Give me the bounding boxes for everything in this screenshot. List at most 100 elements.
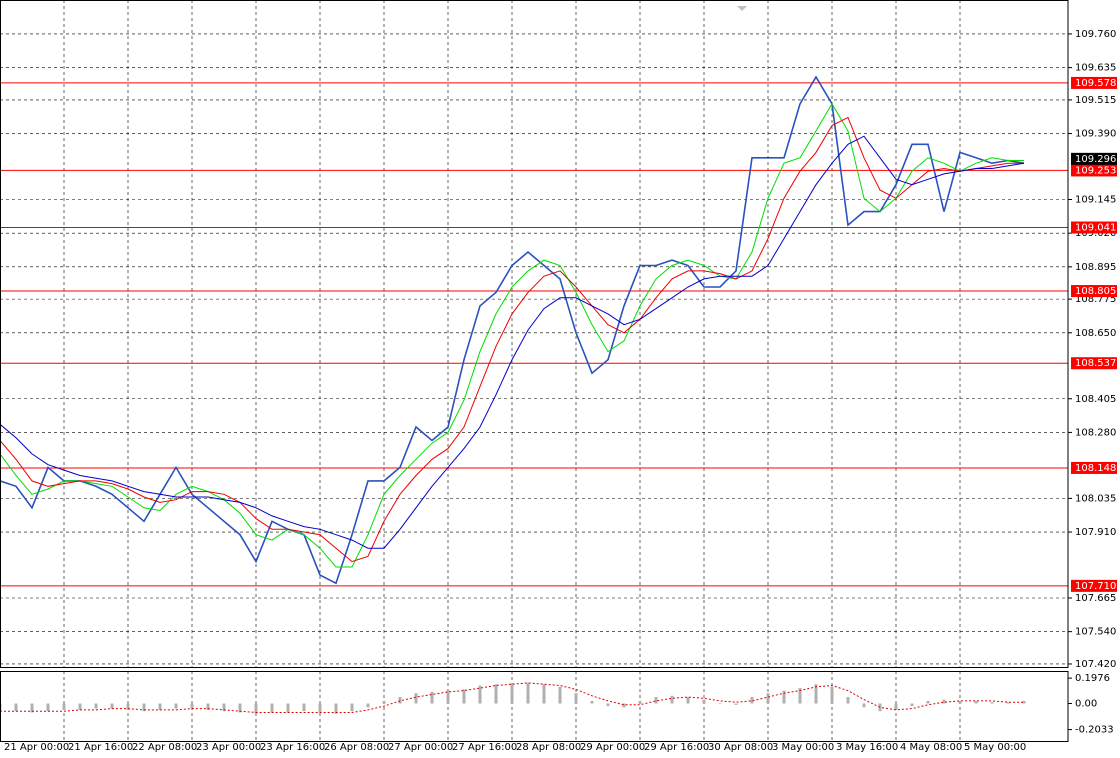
- histogram-bar: [446, 690, 450, 704]
- y-tick-label: 109.020: [1075, 228, 1116, 239]
- y-tick-label: 0.00: [1075, 698, 1097, 709]
- y-tick-label: 108.650: [1075, 328, 1116, 339]
- histogram-bar: [382, 700, 386, 704]
- histogram-bar: [862, 703, 866, 708]
- histogram-bar: [798, 688, 802, 704]
- price-line: [0, 75, 1025, 585]
- histogram-bar: [782, 690, 786, 704]
- level-box: [1071, 579, 1117, 592]
- moving-average: [0, 116, 1024, 563]
- histogram-bar: [958, 700, 962, 704]
- level-box: [1071, 76, 1117, 89]
- y-tick-label: 108.280: [1075, 427, 1116, 438]
- panel-frame: [0, 671, 1069, 742]
- y-tick-label: 108.405: [1075, 394, 1116, 405]
- x-tick-label: 21 Apr 00:00: [4, 742, 69, 753]
- histogram-bar: [606, 703, 610, 707]
- histogram-bar: [110, 703, 114, 709]
- x-tick-label: 3 May 00:00: [772, 742, 834, 753]
- moving-average: [0, 135, 1025, 549]
- histogram-bar: [814, 684, 818, 704]
- histogram-bar: [318, 703, 322, 713]
- level-box: [1071, 285, 1117, 298]
- level-label: 109.253: [1075, 165, 1116, 176]
- shift-marker: [737, 6, 747, 11]
- histogram-bar: [254, 703, 258, 714]
- histogram-bar: [286, 703, 290, 713]
- histogram-bar: [558, 686, 562, 704]
- histogram-bar: [510, 682, 514, 704]
- y-tick-label: 107.910: [1075, 527, 1116, 538]
- histogram-bar: [638, 700, 642, 704]
- histogram-bar: [766, 693, 770, 704]
- level-label: 108.537: [1075, 358, 1116, 369]
- y-tick-label: 108.775: [1075, 294, 1116, 305]
- x-tick-label: 26 Apr 08:00: [324, 742, 389, 753]
- histogram-bar: [590, 700, 594, 704]
- x-tick-label: 22 Apr 08:00: [132, 742, 197, 753]
- histogram-bar: [670, 695, 674, 704]
- y-tick-label: 107.665: [1075, 593, 1116, 604]
- histogram-bar: [574, 693, 578, 704]
- level-box: [1071, 461, 1117, 474]
- histogram-bar: [734, 703, 738, 705]
- histogram-bar: [174, 703, 178, 709]
- histogram-bar: [350, 703, 354, 712]
- histogram-bar: [894, 703, 898, 710]
- price-box: [1071, 152, 1117, 165]
- histogram-bar: [654, 697, 658, 704]
- histogram-bar: [462, 689, 466, 704]
- y-tick-label: 109.145: [1075, 195, 1116, 206]
- panel-frame: [0, 0, 1069, 668]
- histogram-bar: [334, 703, 338, 714]
- x-tick-label: 3 May 16:00: [836, 742, 898, 753]
- histogram-bar: [926, 700, 930, 704]
- level-label: 109.578: [1075, 78, 1116, 89]
- x-tick-label: 5 May 00:00: [964, 742, 1026, 753]
- histogram-bar: [830, 686, 834, 704]
- x-tick-label: 27 Apr 16:00: [452, 742, 517, 753]
- histogram-bar: [190, 703, 194, 709]
- y-tick-label: 108.035: [1075, 493, 1116, 504]
- histogram-bar: [158, 703, 162, 710]
- y-tick-label: 108.895: [1075, 262, 1116, 273]
- histogram-bar: [366, 703, 370, 708]
- y-tick-label: 0.1976: [1075, 673, 1110, 684]
- x-tick-label: 23 Apr 16:00: [260, 742, 325, 753]
- y-tick-label: 109.760: [1075, 29, 1116, 40]
- y-tick-label: 107.540: [1075, 627, 1116, 638]
- histogram-bar: [30, 703, 34, 713]
- x-tick-label: 30 Apr 08:00: [708, 742, 773, 753]
- histogram-bar: [206, 703, 210, 710]
- level-label: 108.148: [1075, 463, 1116, 474]
- histogram-bar: [430, 691, 434, 704]
- histogram-bar: [942, 699, 946, 704]
- histogram-bar: [542, 684, 546, 704]
- histogram-bar: [1022, 700, 1026, 704]
- level-box: [1071, 221, 1117, 234]
- histogram-bar: [398, 697, 402, 704]
- histogram-bar: [302, 703, 306, 712]
- level-label: 107.710: [1075, 581, 1116, 592]
- histogram-bar: [414, 693, 418, 704]
- x-tick-label: 29 Apr 00:00: [580, 742, 645, 753]
- y-tick-label: 109.635: [1075, 63, 1116, 74]
- x-tick-label: 28 Apr 08:00: [516, 742, 581, 753]
- x-tick-label: 21 Apr 16:00: [68, 742, 133, 753]
- y-tick-label: 107.420: [1075, 659, 1116, 670]
- x-tick-label: 27 Apr 00:00: [388, 742, 453, 753]
- x-tick-label: 29 Apr 16:00: [644, 742, 709, 753]
- histogram-bar: [1006, 702, 1010, 704]
- level-box: [1071, 164, 1117, 177]
- histogram-bar: [622, 703, 626, 708]
- histogram-bar: [62, 703, 66, 710]
- x-tick-label: 23 Apr 00:00: [196, 742, 261, 753]
- histogram-bar: [526, 682, 530, 704]
- level-label: 108.805: [1075, 286, 1116, 297]
- histogram-bar: [270, 703, 274, 713]
- moving-average: [0, 102, 1024, 568]
- histogram-bar: [94, 703, 98, 709]
